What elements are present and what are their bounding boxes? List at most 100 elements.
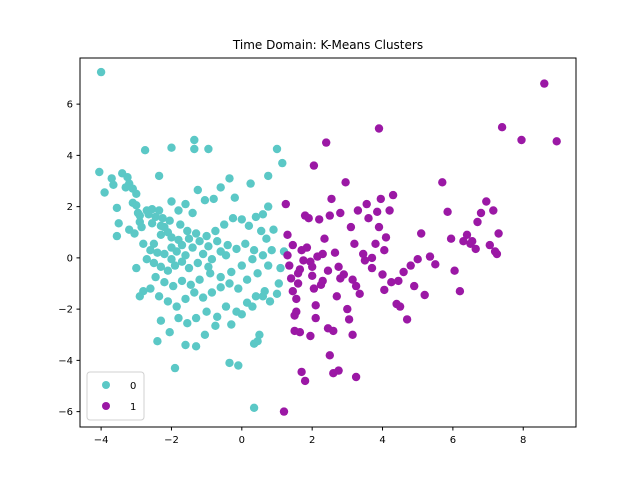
scatter-point-series-1 [332, 292, 341, 301]
scatter-point-series-0 [191, 229, 201, 238]
scatter-point-series-0 [230, 193, 239, 202]
scatter-point-series-0 [135, 211, 144, 220]
scatter-point-series-1 [283, 251, 292, 260]
scatter-point-series-1 [374, 222, 384, 232]
scatter-point-series-0 [216, 183, 225, 192]
scatter-point-series-0 [174, 235, 183, 245]
scatter-point-series-1 [385, 206, 394, 215]
scatter-point-series-1 [380, 246, 389, 255]
scatter-point-series-0 [160, 278, 169, 287]
scatter-point-series-1 [293, 269, 303, 278]
y-tick-label: 2 [67, 202, 73, 213]
scatter-point-series-1 [359, 249, 368, 259]
scatter-point-series-0 [172, 247, 181, 256]
scatter-point-series-0 [264, 261, 273, 270]
scatter-point-series-0 [107, 174, 116, 183]
scatter-point-series-1 [288, 240, 297, 250]
scatter-point-series-0 [163, 297, 173, 306]
scatter-point-series-0 [276, 263, 285, 273]
scatter-point-series-0 [181, 199, 190, 209]
scatter-point-series-1 [387, 278, 396, 287]
scatter-point-series-1 [308, 271, 317, 280]
scatter-point-series-1 [334, 366, 343, 375]
scatter-point-series-1 [362, 199, 371, 209]
scatter-point-series-0 [237, 215, 246, 224]
scatter-point-series-1 [455, 287, 465, 296]
scatter-point-series-0 [204, 262, 213, 271]
scatter-point-series-1 [286, 274, 296, 283]
scatter-point-series-0 [234, 284, 243, 293]
scatter-point-series-1 [402, 315, 412, 324]
y-tick-label: −4 [58, 356, 73, 367]
scatter-point-series-0 [154, 171, 164, 181]
scatter-point-series-1 [431, 260, 440, 269]
scatter-point-series-0 [112, 203, 122, 213]
scatter-point-series-0 [228, 214, 238, 223]
scatter-point-series-0 [177, 257, 187, 266]
scatter-point-series-1 [300, 376, 310, 386]
scatter-point-series-1 [302, 243, 312, 252]
scatter-point-series-0 [198, 249, 208, 259]
scatter-point-series-1 [309, 161, 319, 170]
scatter-point-series-1 [395, 302, 405, 311]
scatter-point-series-1 [438, 178, 447, 187]
scatter-point-series-0 [95, 167, 104, 177]
scatter-point-series-0 [176, 220, 185, 229]
scatter-point-series-0 [267, 246, 276, 255]
scatter-point-series-1 [364, 214, 373, 223]
scatter-point-series-0 [130, 229, 139, 238]
scatter-point-series-0 [221, 302, 231, 311]
scatter-point-series-0 [251, 212, 261, 222]
scatter-point-series-1 [492, 249, 502, 259]
scatter-point-series-0 [132, 189, 141, 198]
scatter-point-series-1 [304, 214, 313, 223]
legend-box [86, 371, 145, 421]
scatter-point-series-1 [482, 197, 491, 206]
x-tick-label: 4 [379, 435, 385, 446]
scatter-point-series-0 [211, 226, 220, 236]
scatter-point-series-0 [223, 240, 232, 250]
scatter-point-series-1 [292, 294, 301, 304]
scatter-point-series-0 [140, 146, 150, 155]
scatter-point-series-0 [257, 226, 266, 236]
scatter-point-series-0 [170, 261, 180, 270]
x-tick-label: 0 [239, 435, 245, 446]
scatter-point-series-1 [323, 266, 333, 275]
scatter-point-series-0 [249, 403, 259, 412]
chart-title: Time Domain: K-Means Clusters [232, 38, 423, 52]
scatter-point-series-0 [167, 143, 176, 152]
scatter-point-series-0 [146, 246, 155, 255]
scatter-point-series-0 [200, 330, 210, 339]
scatter-point-series-0 [253, 337, 262, 346]
scatter-point-series-1 [315, 215, 324, 224]
scatter-point-series-1 [318, 249, 327, 259]
scatter-point-series-1 [494, 229, 503, 238]
scatter-point-series-0 [100, 188, 109, 197]
scatter-point-series-0 [174, 206, 183, 215]
scatter-point-series-0 [193, 185, 202, 195]
x-tick-label: 8 [520, 435, 526, 446]
y-tick-label: −2 [58, 305, 73, 316]
scatter-point-series-0 [183, 319, 192, 328]
scatter-point-series-0 [269, 225, 278, 234]
scatter-point-series-0 [181, 340, 190, 350]
scatter-point-series-0 [96, 67, 106, 77]
scatter-point-series-1 [476, 208, 486, 218]
scatter-point-series-0 [251, 292, 261, 301]
scatter-point-series-0 [272, 289, 282, 298]
scatter-point-series-0 [195, 237, 204, 246]
scatter-point-series-1 [413, 255, 422, 264]
scatter-point-series-0 [213, 312, 222, 321]
scatter-point-series-0 [264, 171, 273, 181]
scatter-point-series-0 [149, 239, 159, 248]
scatter-point-series-0 [278, 158, 287, 168]
scatter-point-series-0 [142, 255, 151, 264]
scatter-point-series-0 [132, 201, 141, 210]
scatter-point-series-0 [234, 361, 243, 370]
scatter-point-series-0 [158, 214, 167, 223]
scatter-point-series-1 [367, 263, 377, 273]
y-tick-label: −6 [58, 407, 73, 418]
scatter-point-series-1 [473, 217, 482, 227]
scatter-point-series-0 [174, 313, 183, 323]
points-layer [95, 67, 561, 416]
